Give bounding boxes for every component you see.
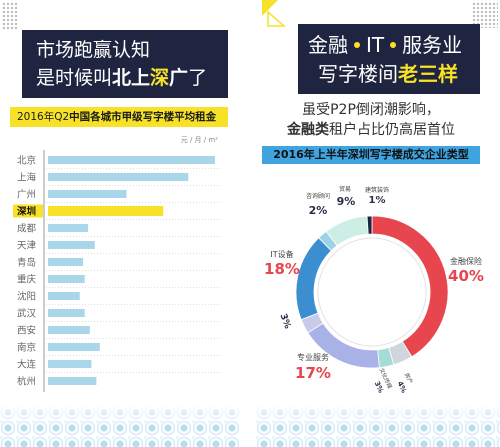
bar-category-label: 杭州	[17, 376, 36, 388]
lace-pattern-decoration-icon	[0, 404, 240, 447]
slice-percent-label: 40%	[448, 267, 484, 285]
subtitle-line2: 金融类租户占比仍高居首位	[262, 120, 480, 140]
subtitle-line1: 虽受P2P倒闭潮影响，	[302, 102, 440, 118]
bar-category-label: 西安	[17, 325, 36, 337]
slice-percent-label: 3%	[373, 380, 385, 394]
bar	[48, 190, 127, 198]
slice-name-label: 建筑装饰	[365, 186, 389, 194]
lace-pattern-decoration-icon	[256, 404, 500, 447]
slice-percent-label: 1%	[369, 195, 386, 206]
left-headline-line2: 是时候叫北上深广了	[36, 67, 207, 89]
subtitle-emphasis: 金融类	[287, 122, 329, 138]
headline-emphasis: 广	[169, 67, 189, 89]
bar	[48, 343, 100, 351]
donut-inner-ring	[317, 237, 427, 347]
donut-label-group: 金融保险40%房产4%文化传媒3%专业服务17%3%IT设备18%咨询顾问2%贸…	[264, 185, 484, 394]
bar-category-label: 广州	[17, 189, 36, 201]
yellow-triangle-icon	[262, 0, 278, 16]
bar-category-label: 重庆	[17, 274, 37, 286]
bar	[48, 173, 189, 181]
slice-percent-label: 18%	[264, 260, 300, 278]
subtitle-text: 租户占比仍高居首位	[329, 122, 455, 138]
headline-text: 了	[188, 67, 208, 89]
right-headline-line1: 金融 IT 服务业	[308, 34, 462, 56]
bar	[48, 326, 90, 334]
headline-text: 写字楼间	[318, 62, 398, 86]
headline-word: 金融	[308, 33, 348, 57]
slice-percent-label: 4%	[396, 380, 408, 394]
donut-slice	[371, 215, 449, 358]
bar-category-label: 北京	[17, 155, 36, 167]
headline-emphasis: 北上	[112, 67, 151, 89]
headline-highlight: 深	[150, 67, 170, 89]
bar-category-label: 深圳	[17, 206, 36, 218]
dot-grid-decoration-icon	[472, 2, 498, 28]
bar	[48, 377, 97, 385]
right-subtitle: 虽受P2P倒闭潮影响， 金融类租户占比仍高居首位	[262, 100, 480, 140]
yellow-triangle-outline-icon	[267, 10, 286, 27]
enterprise-type-donut-chart: 金融保险40%房产4%文化传媒3%专业服务17%3%IT设备18%咨询顾问2%贸…	[264, 185, 484, 394]
headline-highlight: 老三样	[398, 62, 458, 86]
bar-category-label: 天津	[17, 241, 37, 252]
bar	[48, 258, 84, 266]
dot-grid-decoration-icon	[2, 2, 18, 30]
bar	[48, 309, 85, 317]
bar	[48, 224, 89, 232]
bar	[48, 275, 85, 283]
slice-name-label: 金融保险	[450, 256, 482, 266]
slice-name-label: 专业服务	[297, 352, 329, 362]
right-headline-line2: 写字楼间老三样	[318, 63, 458, 85]
bar	[48, 360, 92, 368]
right-headline-box: 金融 IT 服务业 写字楼间老三样	[298, 24, 480, 94]
bar	[48, 292, 80, 300]
slice-percent-label: 17%	[295, 364, 331, 382]
bar	[48, 206, 164, 216]
slice-name-label: IT设备	[270, 249, 293, 259]
left-headline-box: 市场跑赢认知 是时候叫北上深广了	[22, 30, 228, 98]
bar-category-label: 南京	[17, 342, 36, 354]
slice-percent-label: 9%	[337, 195, 356, 208]
bar	[48, 156, 215, 164]
bar-category-label: 成都	[17, 223, 37, 235]
bar-category-label: 上海	[17, 172, 37, 184]
headline-word: 服务业	[402, 33, 463, 57]
headline-word: IT	[366, 33, 385, 57]
bar-chart-title-band: 2016年Q2中国各城市甲级写字楼平均租金	[10, 107, 228, 127]
donut-slice	[295, 237, 332, 321]
donut-slice-group	[295, 215, 449, 369]
bar	[48, 241, 95, 249]
bar-chart-unit-label: 元 / 月 / m²	[180, 136, 218, 144]
yellow-dot-icon	[390, 41, 397, 48]
slice-name-label: 贸易	[339, 185, 351, 193]
headline-text: 是时候叫	[36, 67, 113, 89]
yellow-triangle-decoration-icon	[262, 0, 286, 27]
highlight-label-background	[13, 204, 43, 218]
bar-category-label: 青岛	[17, 257, 36, 269]
bar-category-label: 沈阳	[17, 291, 36, 303]
slice-percent-label: 2%	[309, 204, 328, 217]
left-headline-line1: 市场跑赢认知	[36, 39, 151, 61]
bar-chart-title-main: 中国各城市甲级写字楼平均租金	[69, 111, 217, 123]
donut-chart-title-band: 2016年上半年深圳写字楼成交企业类型	[262, 146, 480, 164]
bar-chart-title-prefix: 2016年Q2	[17, 111, 70, 123]
slice-percent-label: 3%	[278, 312, 293, 330]
bar-category-label: 大连	[17, 359, 37, 371]
donut-slice	[366, 215, 373, 235]
bar-category-label: 武汉	[17, 308, 37, 320]
slice-name-label: 咨询顾问	[306, 192, 330, 200]
yellow-dot-icon	[354, 41, 360, 48]
